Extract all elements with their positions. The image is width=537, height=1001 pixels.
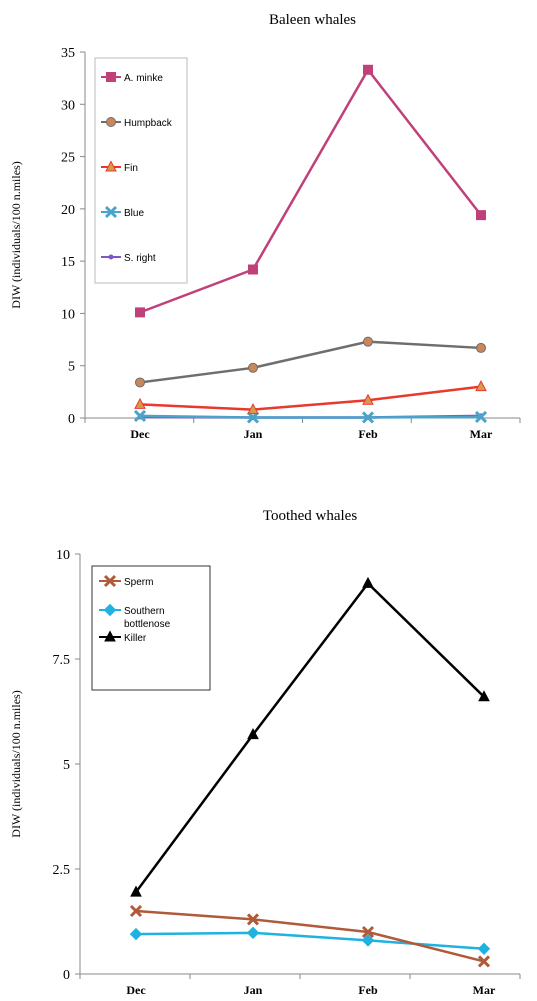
legend-marker-s-right [108,254,114,260]
y-axis-label: DIW (individuals/100 n.miles) [9,690,23,837]
legend-label-southern-bottlenose: Southern bottlenose [124,606,171,630]
toothed-whales-chart: Toothed whales DIW (individuals/100 n.mil… [9,508,521,997]
data-point-a-minke [363,64,373,75]
data-point-blue [474,410,488,424]
y-tick-label: 2.5 [53,863,71,878]
y-tick-label: 7.5 [53,653,71,668]
data-point-killer [362,576,374,588]
data-point-humpback [135,377,145,388]
series-line-humpback [139,340,482,384]
data-point-fin [362,393,374,405]
y-tick-label: 30 [61,98,75,113]
legend-box [91,565,211,691]
data-point-a-minke [248,264,258,275]
data-point-sperm [246,913,260,926]
legend-label-sperm: Sperm [124,577,153,588]
x-tick-label: Mar [473,983,496,997]
x-tick-label: Jan [244,983,263,997]
legend-marker-blue [104,205,118,219]
data-point-humpback [363,336,373,347]
legend-label-fin: Fin [124,163,138,174]
series-line-fin [139,385,482,411]
series-line-blue [139,414,482,419]
data-point-sperm [361,925,375,939]
legend-marker-killer [104,630,116,642]
chart-title: Toothed whales [263,508,358,524]
legend-marker-sperm [103,574,117,588]
x-tick-label: Dec [126,983,146,997]
legend-label-a-minke: A. minke [124,73,163,84]
y-tick-label: 10 [56,548,70,563]
data-point-humpback [476,342,486,353]
data-point-southern-bottlenose [129,927,143,941]
legend-label-blue: Blue [124,208,144,219]
y-tick-label: 0 [68,412,75,427]
legend-label-s-right: S. right [124,253,156,264]
y-tick-label: 20 [61,203,75,218]
data-point-blue [361,411,375,424]
y-tick-label: 25 [61,151,75,166]
data-point-humpback [248,362,258,373]
baleen-whales-chart: Baleen whales DIW (individuals/100 n.mile… [9,12,521,441]
y-tick-label: 10 [61,307,75,322]
data-point-a-minke [135,307,145,318]
series-line-a-minke [139,67,482,314]
data-point-fin [475,380,487,392]
data-point-fin [247,403,259,415]
x-tick-label: Mar [470,427,493,441]
data-point-killer [130,885,142,897]
y-axis-label: DIW (individuals/100 n.miles) [9,161,23,308]
x-tick-label: Feb [358,427,378,441]
legend-marker-fin [105,160,117,172]
x-tick-label: Jan [244,427,263,441]
legend-marker-a-minke [106,72,116,82]
data-point-southern-bottlenose [246,926,260,940]
y-tick-label: 0 [63,968,70,983]
data-point-a-minke [476,210,486,221]
y-tick-label: 5 [68,360,75,375]
x-tick-label: Feb [358,983,378,997]
data-point-blue [246,411,260,424]
data-point-sperm [129,904,143,918]
data-point-fin [134,397,146,409]
chart-title: Baleen whales [269,12,356,28]
data-point-blue [133,409,147,422]
y-tick-label: 35 [61,46,75,61]
data-point-sperm [477,955,491,968]
data-point-killer [247,728,259,740]
legend-marker-humpback [106,117,116,127]
y-tick-label: 5 [63,758,70,773]
data-point-southern-bottlenose [361,934,375,947]
y-tick-label: 15 [61,255,75,270]
series-line-killer [134,581,485,893]
data-point-southern-bottlenose [477,942,491,956]
legend-label-killer: Killer [124,633,147,644]
x-tick-label: Dec [130,427,150,441]
series-line-sperm [135,909,485,963]
data-point-killer [478,690,490,702]
series-line-southern-bottlenose [135,931,485,951]
legend-label-humpback: Humpback [124,118,173,129]
legend-marker-southern-bottlenose [103,603,117,617]
